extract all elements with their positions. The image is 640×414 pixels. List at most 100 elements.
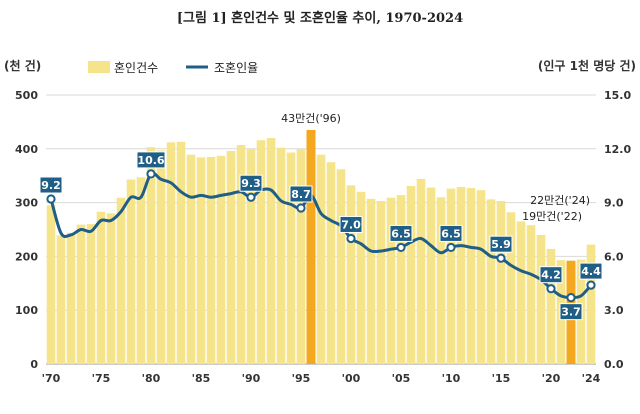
x-tick-label: '80 bbox=[142, 372, 161, 385]
left-tick-label: 200 bbox=[15, 250, 38, 263]
bar bbox=[476, 190, 486, 364]
bar bbox=[196, 157, 206, 364]
right-tick-label: 9.0 bbox=[604, 197, 624, 210]
x-tick-label: '00 bbox=[342, 372, 361, 385]
rate-marker bbox=[46, 194, 56, 204]
bar bbox=[176, 141, 186, 364]
chart-title: [그림 1] 혼인건수 및 조혼인율 추이, 1970-2024 bbox=[177, 10, 463, 26]
data-label: 6.5 bbox=[391, 227, 411, 240]
data-label-box bbox=[389, 224, 413, 242]
bar bbox=[386, 197, 396, 364]
bar bbox=[56, 235, 66, 364]
bar bbox=[146, 147, 156, 364]
bar bbox=[216, 155, 226, 364]
bar bbox=[456, 186, 466, 364]
x-tick-label: '20 bbox=[542, 372, 561, 385]
bar bbox=[126, 179, 136, 364]
bar bbox=[486, 199, 496, 364]
bars bbox=[46, 129, 596, 364]
rate-marker bbox=[346, 233, 356, 244]
bar bbox=[316, 154, 326, 364]
data-label: 4.2 bbox=[541, 269, 561, 282]
data-label: 3.7 bbox=[561, 306, 581, 319]
bar bbox=[586, 244, 596, 364]
right-axis: 0.0 3.0 6.0 9.0 12.0 15.0 bbox=[604, 89, 631, 371]
bar-highlight bbox=[306, 129, 316, 364]
x-tick-label: '95 bbox=[292, 372, 311, 385]
rate-marker bbox=[296, 203, 306, 213]
bar bbox=[376, 200, 386, 364]
x-tick-label: '90 bbox=[242, 372, 261, 385]
bar bbox=[266, 138, 276, 364]
bar bbox=[276, 147, 286, 364]
bar bbox=[356, 191, 366, 364]
data-label: 8.7 bbox=[291, 188, 311, 201]
legend-bar-swatch bbox=[88, 61, 110, 73]
bar bbox=[336, 169, 346, 364]
data-label-box bbox=[539, 266, 563, 284]
bar bbox=[136, 177, 146, 364]
bar bbox=[436, 197, 446, 364]
legend-line-label: 조혼인율 bbox=[214, 61, 258, 75]
bar bbox=[66, 232, 76, 364]
bar bbox=[416, 178, 426, 364]
x-tick-label: '15 bbox=[492, 372, 511, 385]
data-label: 7.0 bbox=[341, 218, 361, 231]
x-tick-label: '05 bbox=[392, 372, 411, 385]
bar bbox=[236, 145, 246, 364]
data-label: 10.6 bbox=[137, 154, 164, 167]
bar bbox=[186, 154, 196, 364]
left-tick-label: 500 bbox=[15, 89, 38, 102]
data-label-box bbox=[239, 174, 263, 192]
left-tick-label: 400 bbox=[15, 143, 38, 156]
annotation: 22만건('24) bbox=[530, 194, 590, 207]
data-label-box bbox=[579, 262, 603, 280]
data-label: 4.4 bbox=[581, 265, 601, 278]
bar bbox=[546, 248, 556, 364]
x-tick-label: '10 bbox=[442, 372, 461, 385]
legend-bar-label: 혼인건수 bbox=[114, 61, 158, 75]
rate-marker bbox=[586, 280, 596, 290]
data-label: 5.9 bbox=[491, 238, 511, 251]
bar bbox=[246, 149, 256, 364]
rate-marker bbox=[396, 242, 406, 253]
right-tick-label: 6.0 bbox=[604, 250, 624, 263]
data-label-box bbox=[339, 215, 363, 233]
bar bbox=[496, 200, 506, 364]
left-axis-unit: (천 건) bbox=[4, 58, 41, 73]
right-tick-label: 15.0 bbox=[604, 89, 631, 102]
x-tick-label: '85 bbox=[192, 372, 211, 385]
data-label-box bbox=[136, 151, 166, 169]
bar bbox=[326, 162, 336, 364]
bar bbox=[526, 225, 536, 364]
annotation: 19만건('22) bbox=[522, 210, 582, 223]
bar bbox=[156, 150, 166, 364]
x-tick-label: '70 bbox=[42, 372, 61, 385]
x-tick-label: '24 bbox=[582, 372, 601, 385]
rate-marker bbox=[246, 192, 256, 202]
annotations: 43만건('96) 22만건('24) 19만건('22) bbox=[281, 112, 590, 223]
data-label-box bbox=[489, 235, 513, 253]
bar bbox=[346, 185, 356, 364]
data-label-box bbox=[559, 303, 583, 321]
bar bbox=[396, 195, 406, 364]
data-label-box bbox=[439, 224, 463, 242]
bar bbox=[46, 205, 56, 364]
rate-marker bbox=[496, 253, 506, 263]
bar bbox=[426, 187, 436, 364]
bar bbox=[506, 212, 516, 364]
data-label: 6.5 bbox=[441, 227, 461, 240]
data-label-box bbox=[289, 185, 313, 203]
rate-marker bbox=[546, 284, 556, 294]
bar bbox=[76, 224, 86, 364]
x-axis: '70 '75 '80 '85 '90 '95 '00 '05 '10 '15 '20 '24 bbox=[42, 372, 601, 385]
rate-marker bbox=[146, 169, 156, 179]
bar bbox=[116, 197, 126, 364]
bar bbox=[466, 188, 476, 364]
data-labels: 9.2 10.6 9.3 8.7 7.0 6.5 6.5 5.9 4.2 3.7 4.4 bbox=[39, 151, 603, 321]
right-tick-label: 0.0 bbox=[604, 358, 624, 371]
bar bbox=[536, 234, 546, 364]
rate-marker bbox=[446, 242, 456, 253]
